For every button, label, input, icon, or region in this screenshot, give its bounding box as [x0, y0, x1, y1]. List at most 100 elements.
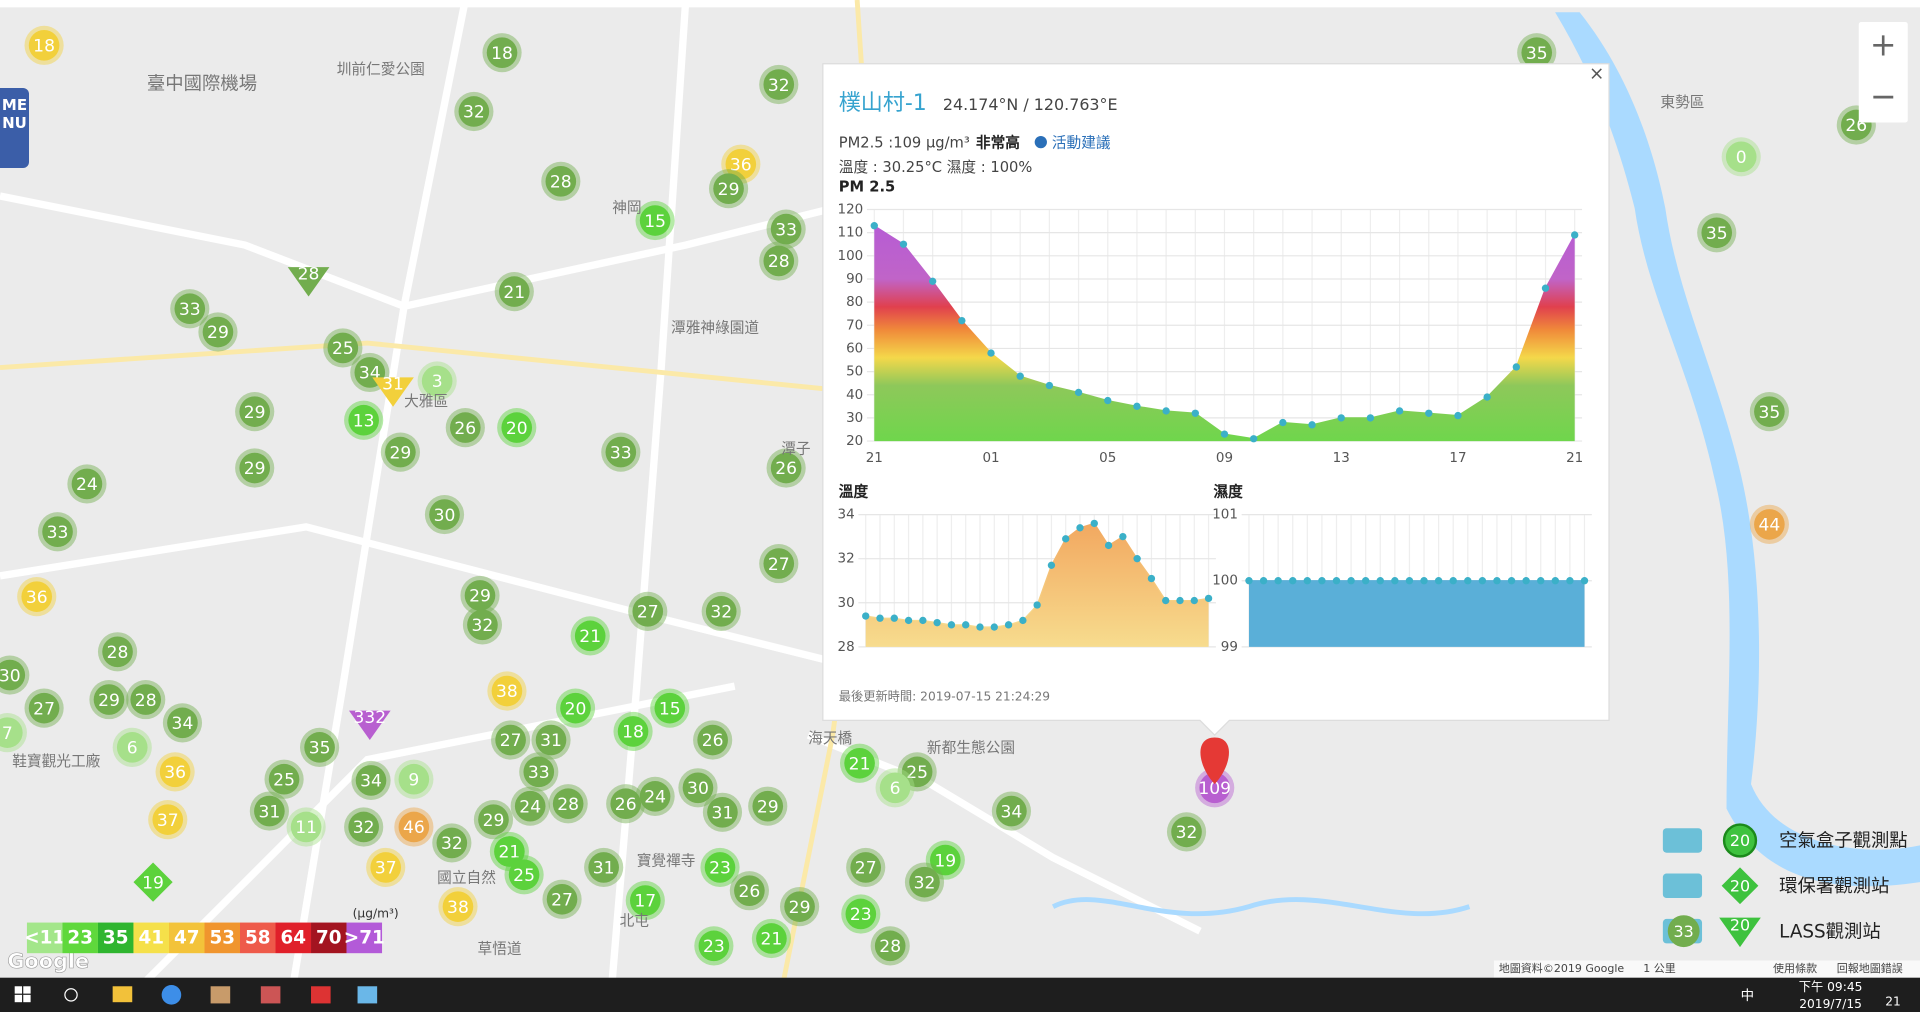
marker: [355, 765, 387, 796]
marker-value: 30: [434, 506, 456, 526]
scale-box: [311, 922, 347, 954]
start[interactable]: [23, 994, 31, 1003]
top-edge: [0, 0, 1920, 8]
menu[interactable]: MENU: [0, 88, 29, 168]
scale-label: 41: [138, 927, 164, 948]
info-icon[interactable]: [1034, 135, 1047, 149]
app[interactable]: [210, 986, 231, 1004]
marker: [844, 747, 875, 779]
marker: [398, 763, 430, 795]
marker: [152, 804, 184, 835]
point: [1019, 616, 1027, 625]
start[interactable]: [23, 986, 31, 994]
marker: [464, 580, 496, 611]
advice-link[interactable]: 活動建議: [1052, 133, 1111, 151]
scale-label: >71: [344, 927, 385, 948]
marker: [707, 796, 738, 828]
marker-value: 29: [207, 323, 229, 343]
point: [1308, 421, 1316, 429]
y-tick-label: 99: [1221, 639, 1238, 655]
marker: [495, 724, 526, 756]
marker: [239, 396, 270, 427]
clock-date: 2019/7/15: [1799, 997, 1862, 1011]
marker: [574, 620, 606, 652]
marker: [421, 365, 453, 397]
marker-value: 23: [703, 937, 725, 957]
footer-text: 回報地圖錯誤: [1837, 961, 1903, 975]
marker: [501, 412, 533, 443]
marker-value: 26: [775, 459, 797, 479]
footer-bar: [1493, 960, 1920, 978]
area: [865, 523, 1209, 647]
zoom-box: [1858, 22, 1908, 123]
map-label: 寶覺禪寺: [637, 851, 696, 869]
last-update: 最後更新時間: 2019-07-15 21:24:29: [839, 689, 1050, 704]
marker-value: 17: [634, 892, 656, 912]
point: [1347, 577, 1355, 585]
marker-value: 24: [519, 797, 541, 817]
marker-value: 15: [659, 699, 681, 719]
marker: [996, 795, 1027, 827]
app[interactable]: [260, 986, 281, 1004]
marker-value: 38: [447, 898, 469, 918]
point: [1259, 577, 1268, 585]
point: [1176, 596, 1184, 605]
start[interactable]: [14, 994, 23, 1003]
marker: [159, 756, 191, 788]
marker-value: 29: [469, 587, 491, 607]
start[interactable]: [14, 986, 23, 994]
legend-label: LASS觀測站: [1779, 921, 1881, 942]
point: [1483, 393, 1491, 401]
marker-value: 32: [710, 603, 732, 623]
scale-box: [168, 922, 205, 954]
point: [1204, 594, 1213, 603]
chrome[interactable]: [161, 985, 182, 1005]
marker: [879, 772, 911, 804]
marker-value: 28: [550, 173, 572, 193]
marker-value: 25: [513, 866, 535, 886]
point: [870, 222, 878, 230]
marker-value: 15: [644, 212, 666, 232]
level: 非常高: [976, 133, 1020, 151]
marker-value: 36: [26, 588, 48, 608]
point: [1537, 577, 1545, 585]
point: [1551, 577, 1559, 585]
marker: [1199, 772, 1230, 804]
app[interactable]: [357, 986, 378, 1004]
point: [876, 614, 884, 622]
marker-value: 25: [906, 763, 928, 783]
search[interactable]: [64, 988, 78, 1002]
explorer[interactable]: [112, 986, 133, 1003]
marker: [546, 883, 578, 915]
marker-value: 18: [622, 723, 644, 743]
roads: [0, 0, 1202, 983]
marker: [639, 205, 671, 236]
marker: [770, 452, 802, 484]
marker-value: 28: [135, 691, 157, 711]
river: [1555, 12, 1920, 887]
marker-value: 29: [244, 459, 266, 479]
point: [1512, 363, 1520, 371]
zoom-out[interactable]: −: [1870, 77, 1897, 115]
marker-value: 32: [1176, 823, 1198, 843]
y-tick-label: 30: [846, 410, 863, 426]
marker-value: 33: [775, 220, 797, 240]
marker: [268, 763, 300, 795]
marker-value: 33: [528, 763, 550, 783]
marker: [763, 548, 795, 579]
zoom-in[interactable]: +: [1870, 26, 1897, 64]
point: [1376, 577, 1384, 585]
point: [1250, 435, 1258, 443]
marker: [909, 866, 940, 898]
marker: [71, 468, 103, 500]
close[interactable]: ×: [1589, 64, 1604, 85]
y-tick-label: 34: [838, 507, 855, 523]
y-tick-label: 60: [846, 340, 863, 356]
app[interactable]: [311, 986, 331, 1004]
point: [890, 614, 898, 622]
marker: [588, 852, 619, 883]
marker-value: 32: [914, 873, 936, 893]
y-tick-label: 100: [1212, 573, 1238, 589]
taskbar-icons: [14, 985, 378, 1005]
